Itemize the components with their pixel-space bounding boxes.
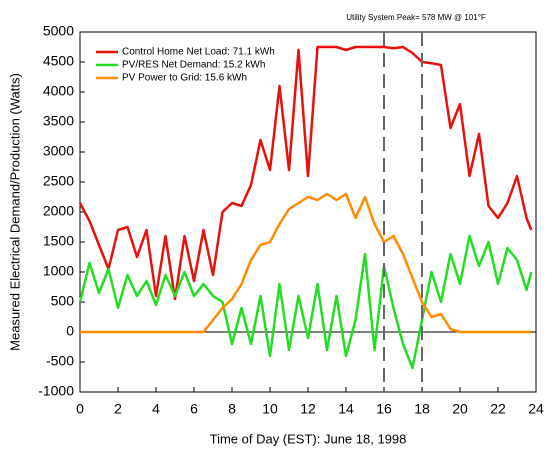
y-tick-label: 1500 [43,233,74,249]
y-tick-label: 3500 [43,113,74,129]
y-tick-label: 4000 [43,83,74,99]
x-tick-label: 22 [490,401,506,417]
x-tick-label: 8 [228,401,236,417]
y-tick-label: 3000 [43,143,74,159]
series-line [78,45,533,301]
x-tick-label: 20 [452,401,468,417]
y-tick-label: 5000 [43,23,74,39]
y-tick-label: 2000 [43,203,74,219]
legend-label: PV Power to Grid: 15.6 kWh [122,73,247,84]
x-tick-label: 10 [262,401,278,417]
legend-label: PV/RES Net Demand: 15.2 kWh [122,60,265,71]
series-line [80,192,532,334]
x-tick-label: 14 [338,401,354,417]
y-tick-label: 2500 [43,173,74,189]
x-tick-label: 24 [528,401,544,417]
y-tick-label: -1000 [38,383,74,399]
x-tick-label: 18 [414,401,430,417]
y-axis-label: Measured Electrical Demand/Production (W… [7,73,22,351]
x-tick-label: 2 [114,401,122,417]
y-tick-label: 0 [66,323,74,339]
series-line [78,234,533,370]
y-tick-label: 4500 [43,53,74,69]
annotation: Utility System Peak= 578 MW @ 101°F [346,13,486,22]
x-tick-label: 16 [376,401,392,417]
y-tick-label: 500 [51,293,75,309]
x-tick-label: 12 [300,401,316,417]
x-axis-label: Time of Day (EST): June 18, 1998 [210,431,407,446]
x-tick-label: 0 [76,401,84,417]
x-tick-label: 4 [152,401,160,417]
y-tick-label: 1000 [43,263,74,279]
legend-label: Control Home Net Load: 71.1 kWh [122,47,275,58]
y-tick-label: -500 [46,353,74,369]
x-tick-label: 6 [190,401,198,417]
